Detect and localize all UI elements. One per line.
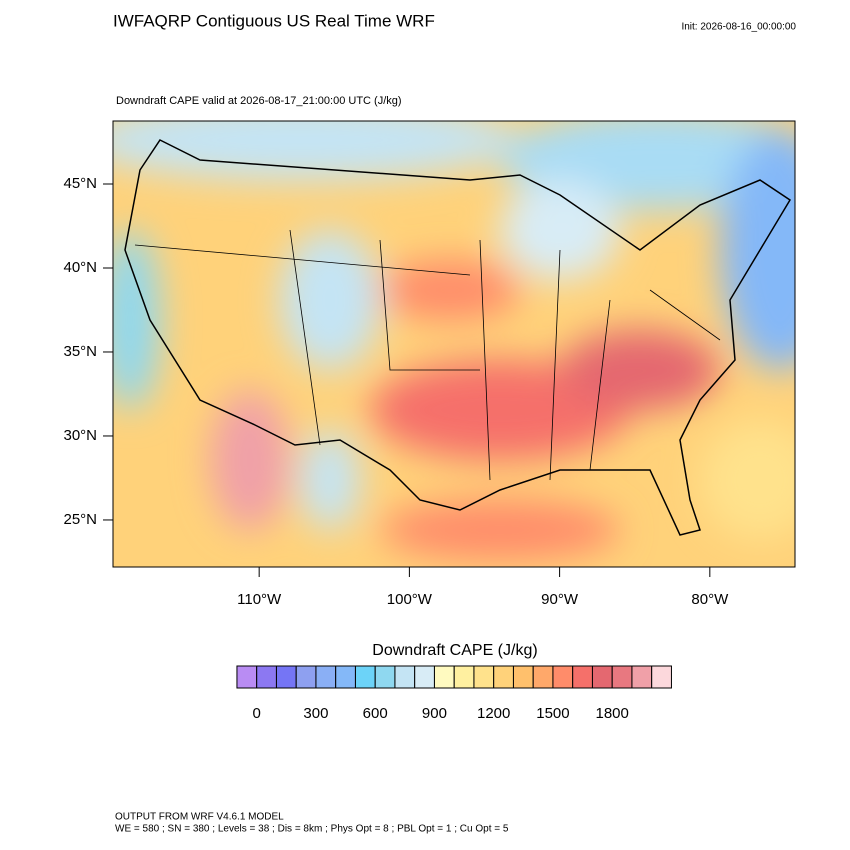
colorbar-box: [374, 665, 396, 689]
y-tick-label: 35°N: [63, 343, 97, 360]
x-tick-label: 100°W: [387, 591, 433, 608]
colorbar-box: [572, 665, 593, 689]
colorbar-box: [473, 665, 495, 689]
map-field: [113, 121, 795, 567]
colorbar-box: [394, 665, 416, 689]
colorbar-box: [433, 665, 455, 689]
subtitle: Downdraft CAPE valid at 2026-08-17_21:00…: [116, 95, 402, 107]
x-tick-label: 110°W: [237, 591, 282, 608]
colorbar-tick-label: 300: [303, 705, 328, 722]
colorbar-box: [256, 665, 277, 689]
x-tick-label: 90°W: [541, 591, 579, 608]
colorbar-label: Downdraft CAPE (J/kg): [372, 642, 537, 659]
colorbar-box: [453, 665, 475, 689]
colorbar-box: [552, 665, 574, 689]
colorbar-tick-label: 1500: [536, 705, 569, 722]
footer-line: OUTPUT FROM WRF V4.6.1 MODEL: [115, 812, 284, 823]
state-borders: [134, 229, 721, 481]
colorbar-box: [295, 665, 317, 689]
colorbar-box: [631, 665, 653, 689]
colorbar-box: [236, 665, 258, 689]
x-tick-label: 80°W: [691, 591, 729, 608]
y-tick-label: 40°N: [63, 259, 97, 276]
footer-line: WE = 580 ; SN = 380 ; Levels = 38 ; Dis …: [115, 824, 509, 835]
field-shading: [113, 121, 795, 560]
title: IWFAQRP Contiguous US Real Time WRF: [113, 11, 435, 30]
colorbar-box: [275, 665, 297, 689]
colorbar-box: [414, 665, 435, 689]
colorbar-tick-label: 0: [253, 705, 261, 722]
colorbar-box: [335, 665, 356, 689]
colorbar-box: [532, 665, 554, 689]
map-frame: [112, 120, 796, 568]
colorbar-box: [493, 665, 514, 689]
colorbar-tick-label: 900: [422, 705, 447, 722]
us-outline: [124, 139, 792, 536]
colorbar-tick-label: 1200: [477, 705, 510, 722]
colorbar-box: [651, 665, 672, 689]
y-tick-label: 25°N: [63, 511, 97, 528]
init-time: Init: 2026-08-16_00:00:00: [681, 22, 796, 33]
colorbar-box: [611, 665, 633, 689]
colorbar-tick-label: 600: [363, 705, 388, 722]
colorbar-box: [354, 665, 376, 689]
colorbar-box: [315, 665, 337, 689]
colorbar-tick-label: 1800: [596, 705, 629, 722]
colorbar-box: [591, 665, 613, 689]
y-tick-label: 45°N: [63, 175, 97, 192]
colorbar-box: [512, 665, 534, 689]
y-tick-label: 30°N: [63, 427, 97, 444]
